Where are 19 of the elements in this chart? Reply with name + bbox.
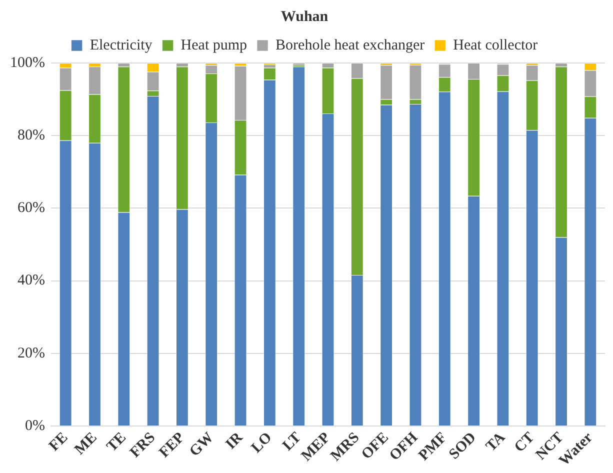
x-tick-label: IR xyxy=(222,430,246,453)
y-tick-label: 0% xyxy=(24,418,45,434)
y-tick-label: 100% xyxy=(10,54,45,71)
y-tick-label: 60% xyxy=(17,200,45,216)
x-tick-label: TA xyxy=(483,430,509,455)
x-tick-label: FE xyxy=(46,430,72,454)
chart-title: Wuhan xyxy=(280,8,329,25)
y-tick-label: 40% xyxy=(17,272,45,289)
y-tick-label: 80% xyxy=(17,128,45,144)
y-tick-label: 20% xyxy=(17,345,45,362)
x-tick-label: GW xyxy=(186,430,217,460)
legend-label: Borehole heat exchanger xyxy=(276,37,425,54)
legend-label: Heat collector xyxy=(453,37,538,54)
legend-label: Heat pump xyxy=(180,37,248,54)
legend-label: Electricity xyxy=(90,37,153,54)
x-tick-label: FEP xyxy=(156,430,188,461)
x-tick-label: LO xyxy=(248,430,276,456)
x-tick-label: ME xyxy=(72,430,100,458)
x-tick-label: TE xyxy=(104,430,130,456)
